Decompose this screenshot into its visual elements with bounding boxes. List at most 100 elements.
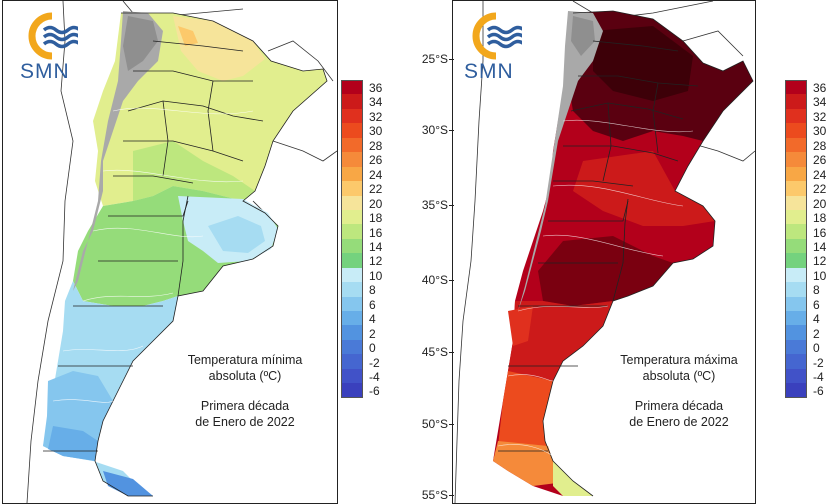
colorbar-label: 32 xyxy=(813,109,827,124)
colorbar-label: 26 xyxy=(813,153,827,168)
colorbar-swatch xyxy=(785,94,807,109)
lat-label-25s: 25°S xyxy=(421,52,448,66)
province-borders xyxy=(43,12,328,497)
colorbar-swatch xyxy=(341,296,363,311)
colorbar-label: 18 xyxy=(813,211,827,226)
colorbar-min: 36 34 32 30 28 26 24 22 20 18 16 14 12 10 8 6 4 2 0 -2 -4 -6 xyxy=(341,80,382,398)
smn-sun-wave-icon xyxy=(28,12,82,60)
lat-label-45s: 45°S xyxy=(421,345,448,359)
colorbar-swatch xyxy=(785,311,807,326)
colorbar-label: 12 xyxy=(369,254,383,269)
smn-sun-wave-icon xyxy=(472,12,526,60)
colorbar-label: 2 xyxy=(369,326,376,341)
caption-period-line-2: de Enero de 2022 xyxy=(195,415,295,429)
colorbar-swatch xyxy=(785,195,807,210)
colorbar-label: 18 xyxy=(369,211,383,226)
colorbar-swatch xyxy=(785,80,807,95)
andes-relief xyxy=(518,11,603,311)
colorbar-swatch xyxy=(341,195,363,210)
isotherm-lines xyxy=(497,119,694,457)
argentina-max-temp-map xyxy=(454,1,755,503)
caption-title-line-1: Temperatura máxima xyxy=(620,353,738,367)
colorbar-swatch xyxy=(785,137,807,153)
colorbar-label: 14 xyxy=(369,239,383,254)
colorbar-label: 20 xyxy=(369,196,383,211)
colorbar-label: 34 xyxy=(369,95,383,110)
lat-tick xyxy=(449,130,454,131)
colorbar-label: 36 xyxy=(369,81,383,95)
colorbar-cells xyxy=(785,80,807,398)
caption-title-line-2: absoluta (ºC) xyxy=(208,369,282,383)
colorbar-label: -2 xyxy=(813,355,824,370)
colorbar-swatch xyxy=(341,152,363,167)
colorbar-swatch xyxy=(341,137,363,153)
smn-logo xyxy=(18,10,82,67)
colorbar-swatch xyxy=(341,339,363,355)
smn-logo xyxy=(462,10,526,67)
colorbar-swatch xyxy=(341,267,363,283)
colorbar-swatch xyxy=(785,368,807,384)
colorbar-swatch xyxy=(341,383,363,398)
colorbar-label: 24 xyxy=(369,167,383,182)
caption-period-line-1: Primera década xyxy=(200,399,290,413)
colorbar-swatch xyxy=(341,325,363,340)
lat-label-30s: 30°S xyxy=(421,123,448,137)
colorbar-label: 0 xyxy=(813,341,820,356)
caption-title-line-2: absoluta (ºC) xyxy=(642,369,716,383)
colorbar-label: 30 xyxy=(369,124,383,139)
colorbar-swatch xyxy=(341,354,363,369)
colorbar-swatch xyxy=(785,296,807,311)
colorbar-label: 6 xyxy=(369,297,376,312)
colorbar-swatch xyxy=(785,209,807,225)
colorbar-swatch xyxy=(341,181,363,196)
map-frame-max xyxy=(452,0,756,504)
caption-title-line-1: Temperatura mínima xyxy=(187,353,303,367)
colorbar-label: 16 xyxy=(369,225,383,240)
colorbar-swatch xyxy=(341,282,363,297)
colorbar-label: 34 xyxy=(813,95,827,110)
colorbar-label: 30 xyxy=(813,124,827,139)
colorbar-swatch xyxy=(785,108,807,124)
colorbar-swatch xyxy=(341,253,363,268)
caption-period-line-2: de Enero de 2022 xyxy=(629,415,729,429)
lat-label-50s: 50°S xyxy=(421,417,448,431)
colorbar-label: 4 xyxy=(369,312,376,327)
colorbar-label: 10 xyxy=(813,268,827,283)
colorbar-swatch xyxy=(341,166,363,182)
max-temperature-panel: 25°S 30°S 35°S 40°S 45°S 50°S 55°S SMN 3… xyxy=(418,0,836,504)
colorbar-label: 16 xyxy=(813,225,827,240)
colorbar-label: -4 xyxy=(813,370,824,384)
colorbar-swatch xyxy=(341,238,363,254)
colorbar-swatch xyxy=(341,80,363,95)
lat-tick xyxy=(449,424,454,425)
colorbar-label: 6 xyxy=(813,297,820,312)
lat-tick xyxy=(449,495,454,496)
colorbar-swatch xyxy=(785,383,807,398)
colorbar-label: 24 xyxy=(813,167,827,182)
lat-label-40s: 40°S xyxy=(421,273,448,287)
colorbar-swatch xyxy=(341,368,363,384)
colorbar-swatch xyxy=(341,108,363,124)
lat-tick xyxy=(449,59,454,60)
colorbar-swatch xyxy=(785,282,807,297)
colorbar-label: 2 xyxy=(813,326,820,341)
colorbar-label: 28 xyxy=(813,138,827,153)
colorbar-label: 10 xyxy=(369,268,383,283)
colorbar-swatch xyxy=(341,311,363,326)
lat-label-35s: 35°S xyxy=(421,198,448,212)
colorbar-label: 8 xyxy=(813,283,820,298)
colorbar-label: 22 xyxy=(369,182,383,197)
colorbar-swatch xyxy=(785,339,807,355)
smn-logo-text: SMN xyxy=(464,60,514,83)
colorbar-swatch xyxy=(785,181,807,196)
colorbar-label: 12 xyxy=(813,254,827,269)
colorbar-max: 36 34 32 30 28 26 24 22 20 18 16 14 12 10 8 6 4 2 0 -2 -4 -6 xyxy=(785,80,826,398)
colorbar-label: 36 xyxy=(813,81,827,95)
caption-min: Temperatura mínima absoluta (ºC) Primera… xyxy=(160,352,330,430)
colorbar-label: 32 xyxy=(369,109,383,124)
caption-max: Temperatura máxima absoluta (ºC) Primera… xyxy=(604,352,754,430)
lat-tick xyxy=(449,205,454,206)
colorbar-swatch xyxy=(785,152,807,167)
min-temperature-panel: SMN 36 34 32 30 28 26 24 22 20 18 16 14 12 10 8 6 4 2 0 -2-… xyxy=(2,0,382,504)
colorbar-label: 4 xyxy=(813,312,820,327)
